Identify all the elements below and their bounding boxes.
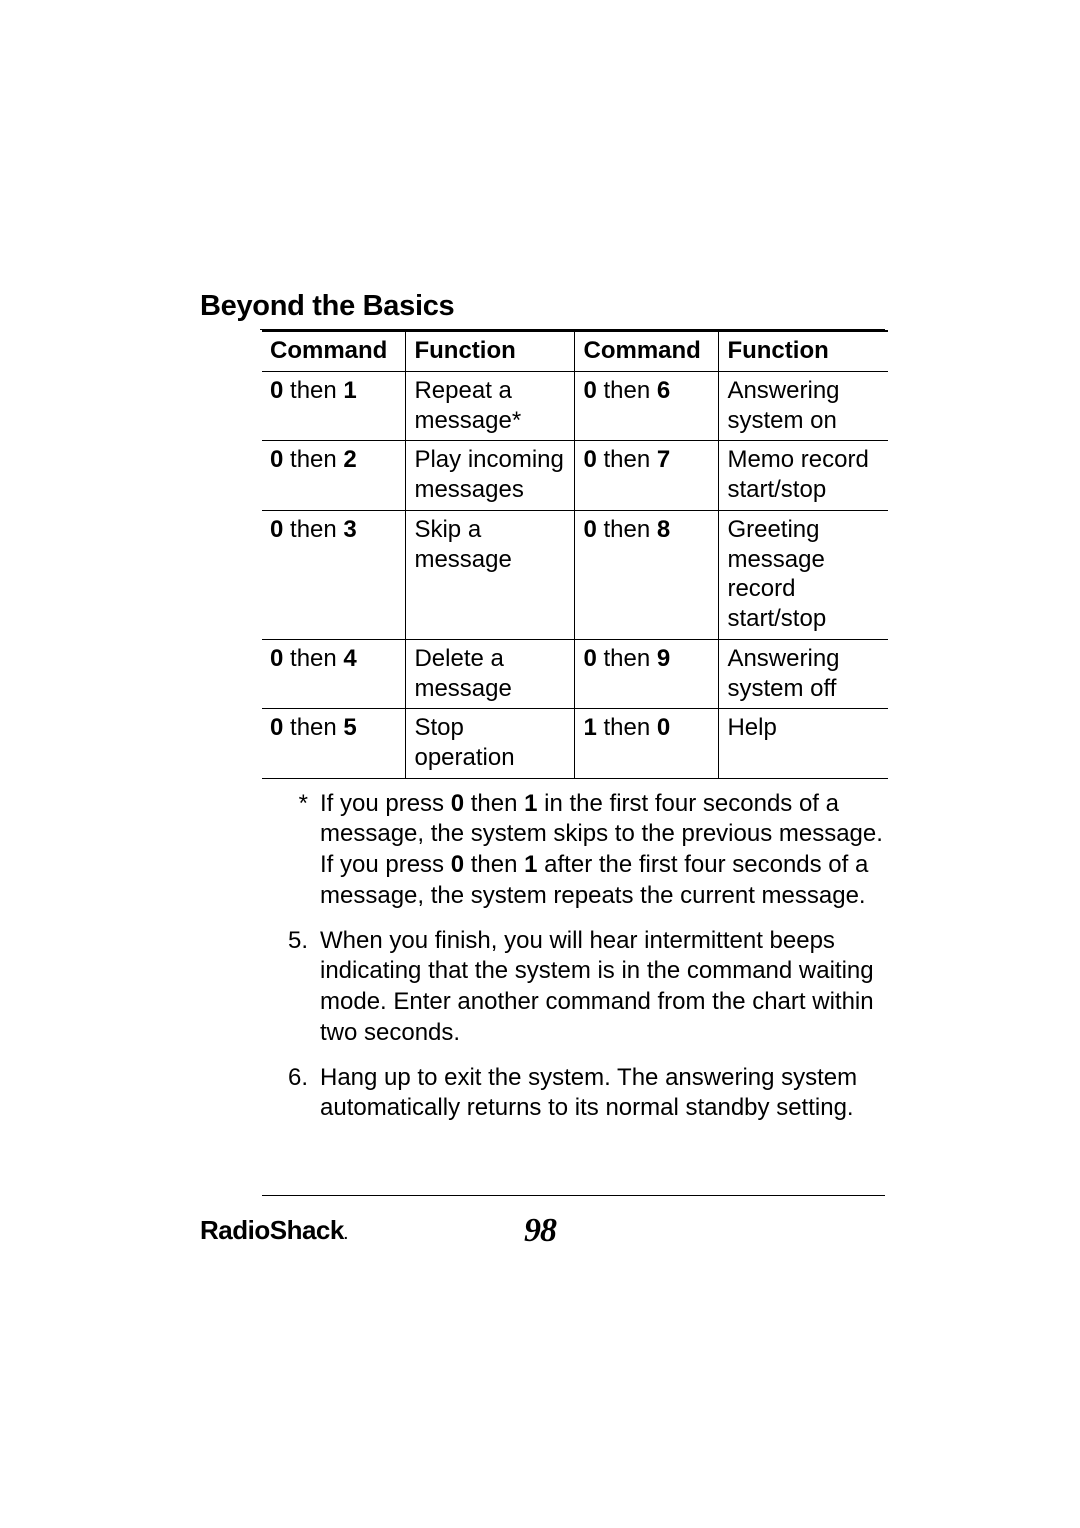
cell-cmd: 0 then 6 xyxy=(575,371,719,441)
list-item: 5. When you finish, you will hear interm… xyxy=(262,926,888,1063)
footnote-marker: * xyxy=(278,789,308,820)
cell-func: Help xyxy=(719,709,888,779)
cell-func: Delete a message xyxy=(406,639,575,709)
cell-cmd: 0 then 2 xyxy=(262,441,406,511)
table-row: 0 then 5 Stop operation 1 then 0 Help xyxy=(262,709,888,779)
list-item: 6. Hang up to exit the system. The answe… xyxy=(262,1063,888,1138)
manual-page: Beyond the Basics Command Function Comma… xyxy=(0,0,1080,1528)
cell-func: Memo record start/stop xyxy=(719,441,888,511)
cell-cmd: 0 then 7 xyxy=(575,441,719,511)
table-row: 0 then 1 Repeat a message* 0 then 6 Answ… xyxy=(262,371,888,441)
th-function-2: Function xyxy=(719,331,888,371)
cell-cmd: 0 then 9 xyxy=(575,639,719,709)
content-column: Command Function Command Function 0 then… xyxy=(262,330,888,1138)
cell-func: Repeat a message* xyxy=(406,371,575,441)
cell-cmd: 0 then 3 xyxy=(262,510,406,639)
table-row: 0 then 4 Delete a message 0 then 9 Answe… xyxy=(262,639,888,709)
cell-cmd: 0 then 8 xyxy=(575,510,719,639)
list-item: * If you press 0 then 1 in the first fou… xyxy=(262,789,888,926)
cell-cmd: 1 then 0 xyxy=(575,709,719,779)
table-header-row: Command Function Command Function xyxy=(262,331,888,371)
cell-func: Play incoming messages xyxy=(406,441,575,511)
table-row: 0 then 2 Play incoming messages 0 then 7… xyxy=(262,441,888,511)
cell-func: Skip a message xyxy=(406,510,575,639)
step-number: 5. xyxy=(278,926,308,957)
cell-func: Stop operation xyxy=(406,709,575,779)
step-number: 6. xyxy=(278,1063,308,1094)
section-title: Beyond the Basics xyxy=(200,290,910,323)
th-function-1: Function xyxy=(406,331,575,371)
notes-list: * If you press 0 then 1 in the first fou… xyxy=(262,789,888,1138)
cell-cmd: 0 then 5 xyxy=(262,709,406,779)
footer-rule xyxy=(262,1195,885,1196)
cell-func: Greeting message record start/stop xyxy=(719,510,888,639)
cell-cmd: 0 then 4 xyxy=(262,639,406,709)
table-row: 0 then 3 Skip a message 0 then 8 Greetin… xyxy=(262,510,888,639)
command-table: Command Function Command Function 0 then… xyxy=(262,330,888,779)
cell-func: Answering system off xyxy=(719,639,888,709)
cell-func: Answering system on xyxy=(719,371,888,441)
th-command-1: Command xyxy=(262,331,406,371)
page-number: 98 xyxy=(0,1212,1080,1250)
cell-cmd: 0 then 1 xyxy=(262,371,406,441)
th-command-2: Command xyxy=(575,331,719,371)
